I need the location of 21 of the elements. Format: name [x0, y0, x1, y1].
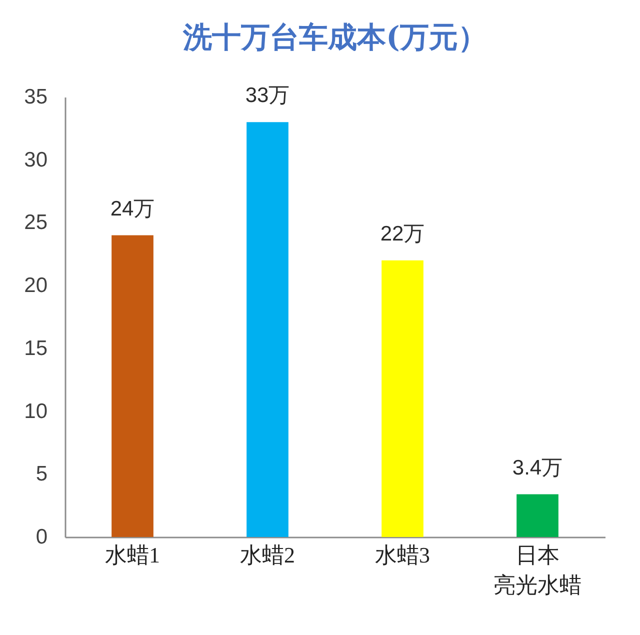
y-tick-label: 25	[24, 211, 48, 234]
bar	[382, 260, 424, 537]
y-tick-label: 15	[24, 336, 48, 360]
x-tick-label: 日本亮光水蜡	[494, 542, 582, 598]
y-tick-label: 20	[24, 274, 48, 298]
x-tick-label: 水蜡2	[240, 542, 295, 568]
x-tick-label: 水蜡3	[375, 542, 430, 568]
y-tick-label: 30	[24, 148, 48, 172]
data-label: 22万	[380, 222, 425, 246]
bar	[246, 122, 288, 537]
x-tick-label: 水蜡1	[105, 542, 160, 568]
data-label: 33万	[245, 84, 290, 108]
y-tick-label: 5	[36, 462, 48, 486]
chart-title: 洗十万台车成本(万元）	[182, 20, 487, 54]
data-label: 24万	[110, 197, 155, 220]
y-tick-label: 10	[24, 400, 48, 423]
y-tick-label: 35	[24, 86, 48, 108]
y-tick-label: 0	[36, 526, 48, 548]
bar	[112, 235, 154, 537]
data-label: 3.4万	[512, 456, 563, 480]
bar	[516, 494, 558, 537]
